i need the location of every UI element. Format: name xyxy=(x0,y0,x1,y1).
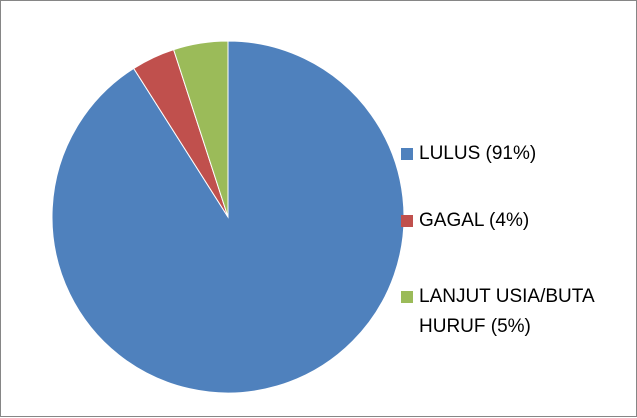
pie-slice xyxy=(172,40,229,218)
legend-item: LANJUT USIA/BUTA HURUF (5%) xyxy=(401,282,616,342)
legend-label: LANJUT USIA/BUTA HURUF (5%) xyxy=(419,286,594,337)
legend-item: LULUS (91%) xyxy=(401,139,616,169)
legend-swatch xyxy=(401,291,413,303)
legend-label: LULUS (91%) xyxy=(419,143,537,164)
legend-item: GAGAL (4%) xyxy=(401,206,616,236)
legend-label: GAGAL (4%) xyxy=(419,210,530,231)
legend-swatch xyxy=(401,215,413,227)
legend-swatch xyxy=(401,148,413,160)
pie-slice xyxy=(51,40,405,394)
